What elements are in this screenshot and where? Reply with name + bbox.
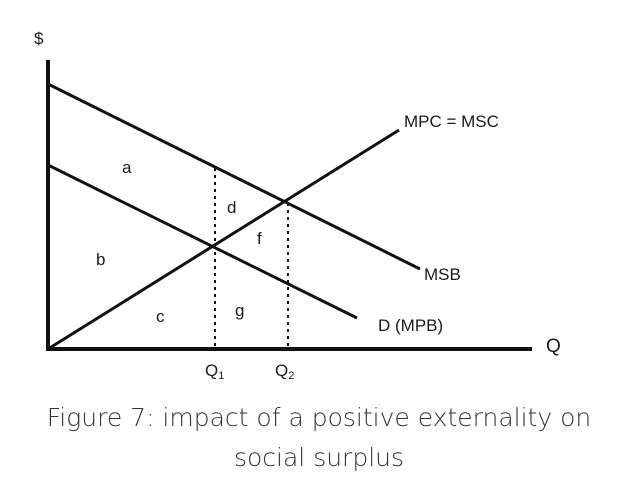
region-b-label: b	[96, 250, 105, 269]
region-d-label: d	[227, 198, 236, 217]
caption-line-2: social surplus	[233, 443, 405, 472]
mpc-msc-supply-curve	[47, 128, 400, 351]
region-g-label: g	[235, 301, 244, 320]
q1-label: Q1	[205, 361, 224, 382]
caption-line-1: Figure 7: impact of a positive externali…	[46, 403, 592, 432]
demand-curve-label: D (MPB)	[378, 316, 443, 335]
msb-curve-label: MSB	[424, 265, 461, 284]
q2-label: Q2	[275, 361, 294, 382]
mpb-demand-curve	[47, 163, 358, 320]
supply-curve-label: MPC = MSC	[404, 112, 499, 131]
region-f-label: f	[257, 229, 262, 248]
x-axis-label: Q	[546, 336, 561, 357]
region-a-label: a	[122, 158, 132, 177]
diagram-canvas: $ Q MPC = MSC MSB D (MPB) Q1 Q2 a b c d …	[34, 29, 561, 382]
y-axis-label: $	[34, 29, 44, 48]
msb-curve	[47, 82, 421, 271]
figure-caption: Figure 7: impact of a positive externali…	[0, 398, 638, 478]
region-c-label: c	[156, 307, 165, 326]
externality-diagram: $ Q MPC = MSC MSB D (MPB) Q1 Q2 a b c d …	[34, 29, 561, 382]
